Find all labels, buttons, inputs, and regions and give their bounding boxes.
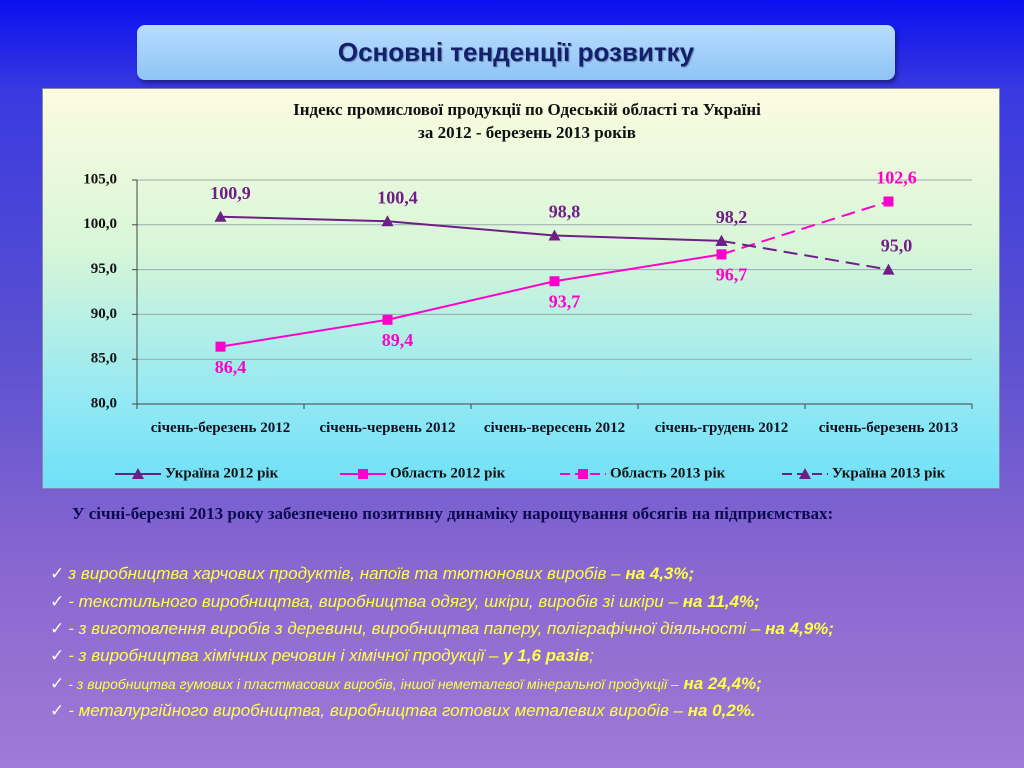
list-item: ✓ - металургійного виробництва, виробницт… bbox=[50, 701, 756, 721]
legend-item: Область 2013 рік bbox=[560, 465, 726, 481]
x-tick-label: січень-червень 2012 bbox=[319, 420, 456, 436]
legend-item: Україна 2013 рік bbox=[782, 465, 946, 481]
check-icon: ✓ bbox=[50, 674, 65, 693]
marker bbox=[578, 469, 588, 479]
y-tick-label: 80,0 bbox=[91, 395, 117, 411]
data-label: 93,7 bbox=[549, 291, 581, 311]
item-highlight: у 1,6 разів bbox=[503, 646, 590, 665]
check-icon: ✓ bbox=[50, 646, 65, 665]
x-tick-label: січень-грудень 2012 bbox=[654, 420, 789, 436]
x-tick-label: січень-березень 2013 bbox=[818, 420, 959, 436]
item-tail: ; bbox=[589, 646, 594, 665]
data-label: 86,4 bbox=[215, 357, 247, 377]
data-label: 96,7 bbox=[716, 264, 748, 284]
item-highlight: на 4,3%; bbox=[625, 564, 695, 583]
chart-title: Індекс промислової продукції по Одеській… bbox=[293, 100, 761, 119]
marker bbox=[215, 341, 226, 352]
marker bbox=[715, 234, 728, 246]
list-item: ✓ - з виготовлення виробів з деревини, ви… bbox=[50, 619, 834, 639]
marker bbox=[716, 249, 727, 260]
check-icon: ✓ bbox=[50, 619, 65, 638]
marker bbox=[382, 314, 393, 325]
item-highlight: на 11,4%; bbox=[682, 592, 760, 611]
data-label: 98,8 bbox=[549, 202, 581, 222]
list-item: ✓ з виробництва харчових продуктів, напої… bbox=[50, 564, 694, 584]
chart-subtitle: за 2012 - березень 2013 років bbox=[418, 123, 636, 142]
marker bbox=[882, 263, 895, 275]
item-text: з виробництва харчових продуктів, напоїв… bbox=[68, 564, 621, 583]
intro-text: У січні-березні 2013 року забезпечено по… bbox=[72, 504, 834, 523]
list-item: ✓ - з виробництва гумових і пластмасових … bbox=[50, 674, 762, 694]
data-label: 95,0 bbox=[881, 236, 913, 256]
y-tick-label: 105,0 bbox=[83, 171, 117, 187]
data-label: 102,6 bbox=[876, 168, 917, 188]
item-text: - з виробництва хімічних речовин і хіміч… bbox=[68, 646, 499, 665]
data-label: 100,4 bbox=[377, 187, 418, 207]
series-line bbox=[721, 239, 889, 271]
item-text: - з виробництва гумових і пластмасових в… bbox=[68, 676, 679, 692]
list-item: ✓ - з виробництва хімічних речовин і хімі… bbox=[50, 646, 594, 666]
legend-label: Україна 2013 рік bbox=[832, 465, 946, 481]
legend-item: Область 2012 рік bbox=[340, 465, 506, 481]
item-highlight: на 4,9%; bbox=[765, 619, 834, 638]
marker bbox=[132, 468, 144, 479]
x-tick-label: січень-березень 2012 bbox=[150, 420, 291, 436]
x-tick-label: січень-вересень 2012 bbox=[483, 420, 626, 436]
data-label: 89,4 bbox=[382, 330, 414, 350]
list-item: ✓ - текстильного виробництва, виробництва… bbox=[50, 592, 760, 612]
check-icon: ✓ bbox=[50, 701, 65, 720]
legend-item: Україна 2012 рік bbox=[115, 465, 279, 481]
legend-label: Область 2012 рік bbox=[390, 465, 506, 481]
y-tick-label: 85,0 bbox=[91, 351, 117, 367]
marker bbox=[799, 468, 811, 479]
item-text: - з виготовлення виробів з деревини, вир… bbox=[68, 619, 761, 638]
marker bbox=[548, 229, 561, 241]
series-line bbox=[220, 253, 722, 348]
slide-title: Основні тенденції розвитку bbox=[137, 25, 895, 80]
marker bbox=[381, 215, 394, 227]
legend-label: Область 2013 рік bbox=[610, 465, 726, 481]
legend-label: Україна 2012 рік bbox=[165, 465, 279, 481]
item-highlight: на 24,4%; bbox=[683, 674, 762, 693]
y-tick-label: 95,0 bbox=[91, 261, 117, 277]
marker bbox=[883, 196, 894, 207]
item-text: - текстильного виробництва, виробництва … bbox=[68, 592, 678, 611]
marker bbox=[214, 210, 227, 222]
check-icon: ✓ bbox=[50, 564, 65, 583]
data-label: 100,9 bbox=[210, 183, 251, 203]
y-tick-label: 90,0 bbox=[91, 306, 117, 322]
item-text: - металургійного виробництва, виробництв… bbox=[68, 701, 683, 720]
y-tick-label: 100,0 bbox=[83, 216, 117, 232]
item-highlight: на 0,2%. bbox=[687, 701, 756, 720]
marker bbox=[549, 276, 560, 287]
series-line bbox=[220, 215, 722, 242]
check-icon: ✓ bbox=[50, 592, 65, 611]
data-label: 98,2 bbox=[716, 207, 748, 227]
marker bbox=[358, 469, 368, 479]
